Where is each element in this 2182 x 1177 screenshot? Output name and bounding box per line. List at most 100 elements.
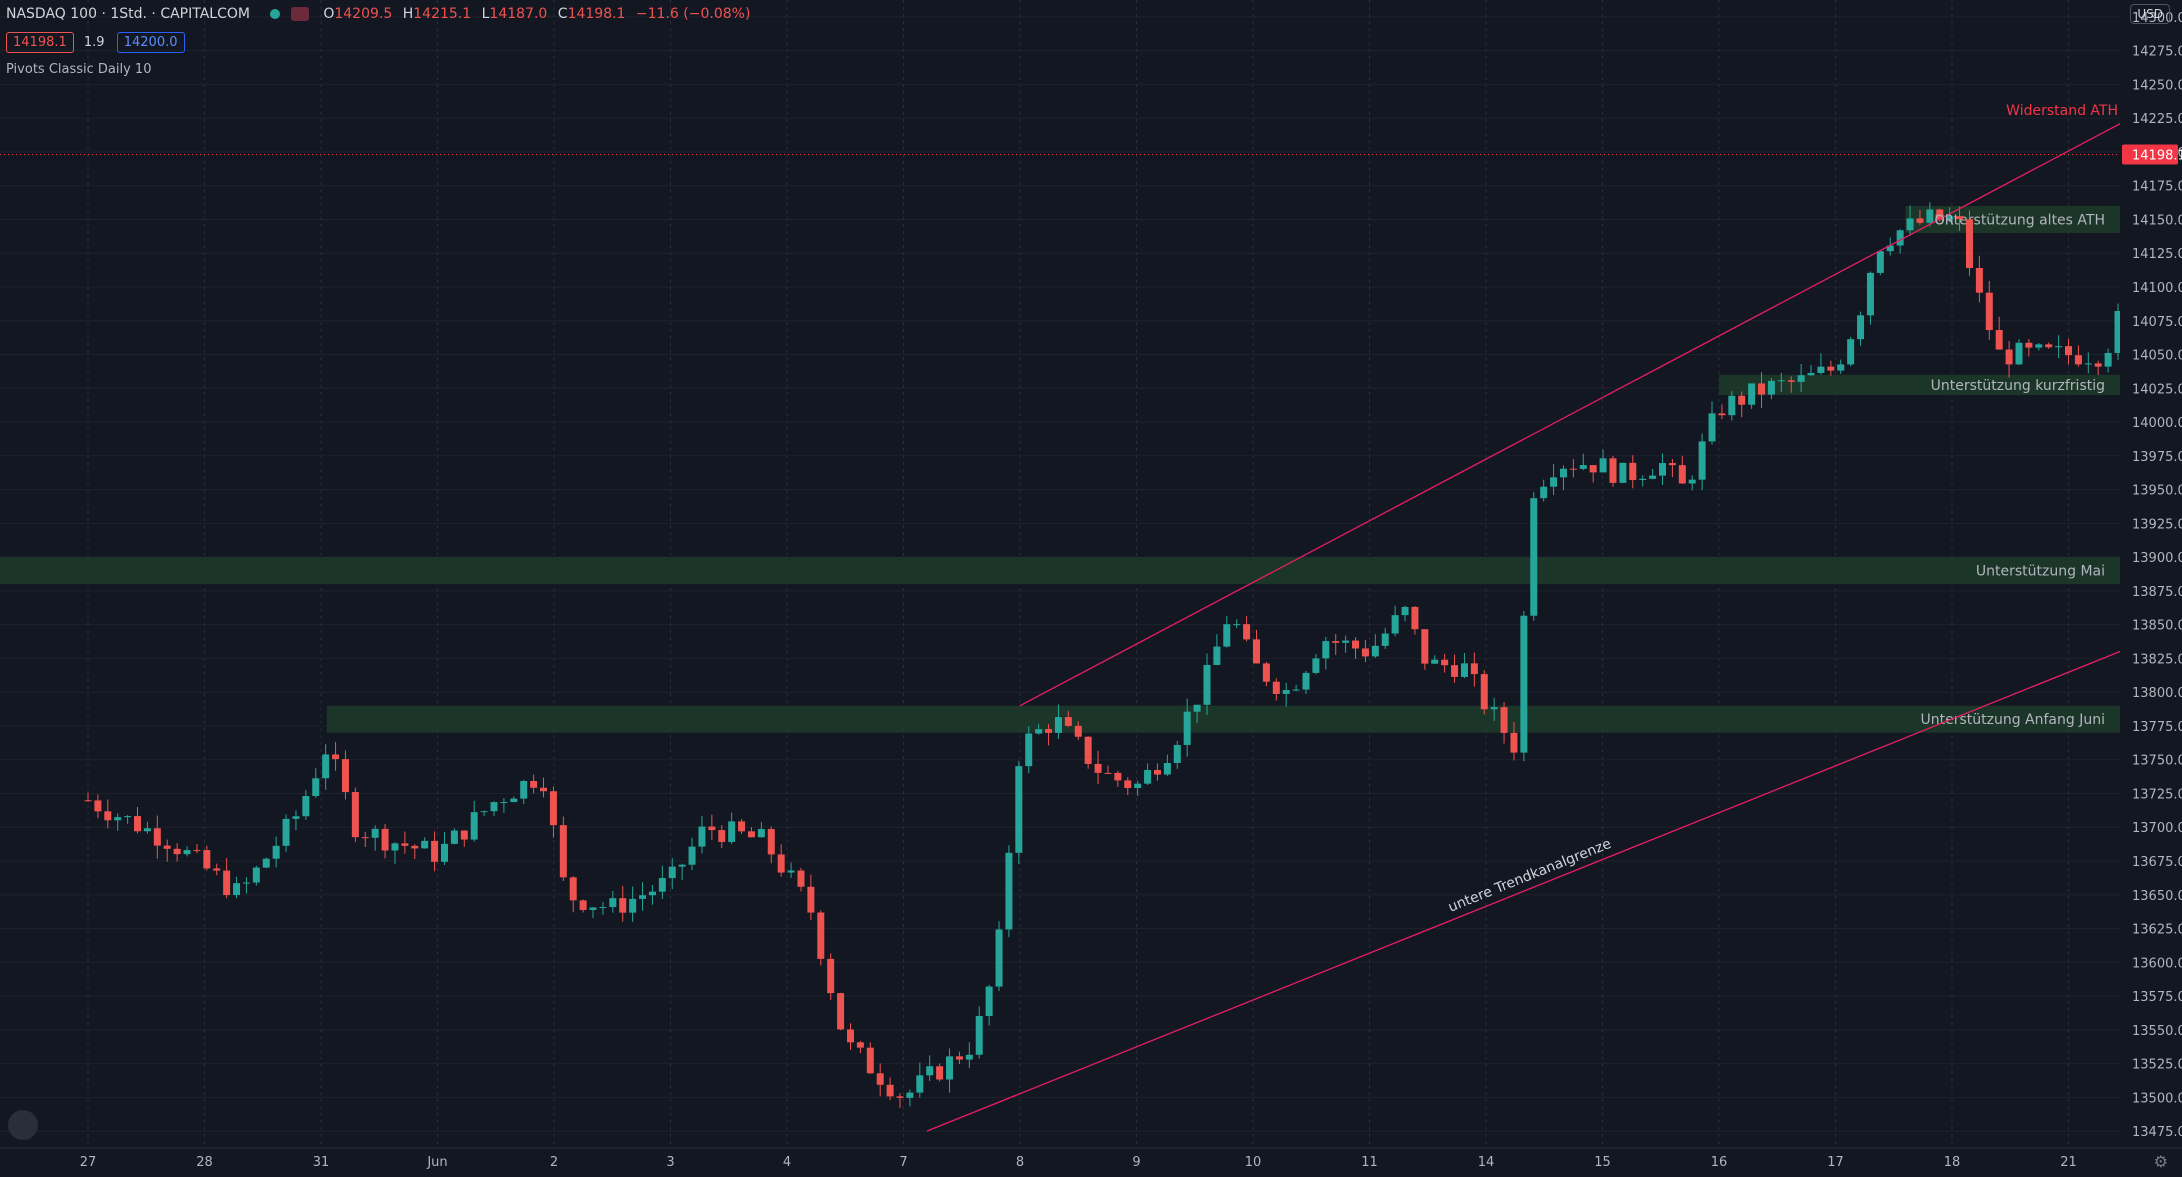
candle-body: [124, 816, 132, 818]
price-tick-label: 14275.0: [2132, 45, 2182, 60]
candle-body: [361, 837, 369, 839]
candle-body: [837, 993, 845, 1030]
candle-body: [1421, 629, 1429, 664]
candle-body: [272, 845, 280, 859]
candle-body: [886, 1084, 894, 1097]
pivot-levels: Widerstand ATHPDHPDCPPDLS1S2OR: [1935, 103, 2118, 229]
candle-body: [1866, 272, 1874, 316]
candle-body: [1896, 230, 1904, 246]
candle-body: [520, 781, 528, 799]
price-tick-label: 14075.0: [2132, 315, 2182, 330]
sell-button[interactable]: 14198.1: [6, 32, 74, 53]
candle-body: [1946, 216, 1954, 220]
candle-body: [1817, 366, 1825, 373]
candle-body: [777, 854, 785, 873]
price-tick-label: 13800.0: [2132, 686, 2182, 701]
candle-body: [213, 868, 221, 871]
candle-body: [926, 1066, 934, 1076]
candle-body: [480, 811, 488, 813]
price-tick-label: 13650.0: [2132, 889, 2182, 904]
time-tick-label: 4: [783, 1155, 791, 1170]
legend-header: NASDAQ 100 · 1Std. · CAPITALCOM O14209.5…: [6, 6, 756, 22]
indicator-legend[interactable]: Pivots Classic Daily 10: [6, 62, 152, 77]
candle-body: [787, 870, 795, 873]
candle-body: [1381, 633, 1389, 646]
candle-body: [134, 816, 142, 832]
candle-body: [579, 900, 587, 910]
buy-button[interactable]: 14200.0: [116, 32, 185, 53]
candle-body: [1312, 658, 1320, 673]
candle-body: [1985, 292, 1993, 331]
time-tick-label: 3: [666, 1155, 674, 1170]
candle-body: [569, 877, 577, 901]
candle-body: [1005, 852, 1013, 930]
data-badge-icon: [290, 7, 309, 21]
candle-body: [2035, 344, 2043, 348]
ohlc-high-value: 14215.1: [413, 6, 472, 22]
price-tick-label: 13575.0: [2132, 990, 2182, 1005]
symbol-title[interactable]: NASDAQ 100 · 1Std. · CAPITALCOM: [6, 6, 250, 22]
ohlc-close-label: C: [557, 6, 568, 22]
time-tick-label: 27: [80, 1155, 97, 1170]
time-tick-label: 14: [1478, 1155, 1495, 1170]
candle-body: [1500, 707, 1508, 733]
candle-body: [1490, 707, 1498, 710]
time-axis[interactable]: 27 28 31 Jun 2 3 4 7 8 9 10 11 14 15 16 17 18 21: [0, 1147, 2182, 1177]
candle-body: [549, 791, 557, 826]
candle-body: [401, 843, 409, 846]
candle-body: [431, 840, 439, 862]
candle-body: [1569, 468, 1577, 470]
candle-body: [767, 829, 775, 855]
candle-body: [1342, 640, 1350, 643]
candle-body: [876, 1073, 884, 1085]
candle-body: [292, 816, 300, 819]
price-tick-label: 14175.0: [2132, 180, 2182, 195]
candle-body: [1371, 645, 1379, 657]
time-tick-label: 17: [1827, 1155, 1844, 1170]
ohlc-low-value: 14187.0: [489, 6, 548, 22]
time-tick-label: 7: [899, 1155, 907, 1170]
candle-body: [2094, 363, 2102, 367]
support-zone-label: Unterstützung altes ATH: [1935, 212, 2105, 228]
price-tick-label: 13750.0: [2132, 754, 2182, 769]
time-tick-label: 21: [2060, 1155, 2077, 1170]
candle-body: [1124, 780, 1132, 788]
price-tick-label: 13875.0: [2132, 585, 2182, 600]
candle-body: [678, 864, 686, 867]
gear-icon[interactable]: ⚙: [2153, 1152, 2168, 1171]
support-zone-label: Unterstützung Mai: [1976, 564, 2105, 580]
candle-body: [1738, 395, 1746, 405]
candle-body: [1520, 615, 1528, 753]
candle-body: [1649, 475, 1657, 479]
candle-body: [1272, 681, 1280, 694]
candle-body: [2055, 346, 2063, 348]
price-tick-label: 14000.0: [2132, 416, 2182, 431]
candle-body: [1619, 462, 1627, 483]
candle-body: [1252, 639, 1260, 664]
candle-body: [233, 883, 241, 896]
candle-body: [252, 867, 260, 883]
candle-body: [807, 886, 815, 913]
price-tick-label: 13500.0: [2132, 1091, 2182, 1106]
candle-body: [559, 825, 567, 878]
candle-body: [1936, 209, 1944, 220]
quote-row: 14198.1 1.9 14200.0: [6, 32, 191, 53]
price-tick-label: 13850.0: [2132, 619, 2182, 634]
candle-body: [2084, 363, 2092, 365]
candle-body: [193, 850, 201, 852]
currency-button[interactable]: USD: [2130, 4, 2170, 24]
price-axis[interactable]: 14300.014275.014250.014225.014200.014175…: [2120, 0, 2182, 1177]
candle-body: [1678, 465, 1686, 484]
candle-body: [371, 828, 379, 838]
candle-body: [1629, 462, 1637, 481]
candle-body: [1876, 251, 1884, 273]
candle-body: [698, 826, 706, 847]
candle-body: [1332, 641, 1340, 643]
price-tick-label: 14050.0: [2132, 349, 2182, 364]
ohlc-close-value: 14198.1: [567, 6, 626, 22]
candle-body: [1658, 463, 1666, 476]
candle-body: [1767, 380, 1775, 395]
candle-body: [1510, 732, 1518, 753]
price-tick-label: 13725.0: [2132, 787, 2182, 802]
